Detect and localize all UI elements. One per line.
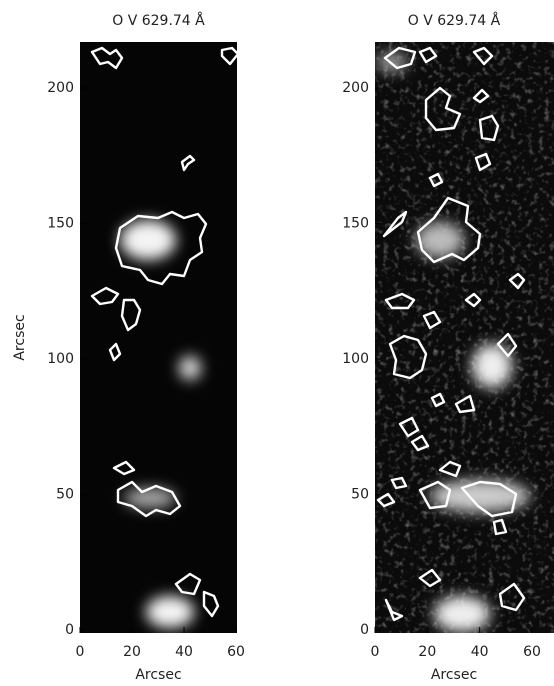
x-tick-label: 20 — [123, 644, 141, 660]
x-tick-label: 0 — [371, 644, 380, 660]
y-axis-label: Arcsec — [12, 314, 28, 360]
y-tick-label: 150 — [47, 216, 74, 232]
x-axis-label: Arcsec — [135, 667, 181, 683]
y-tick-label: 0 — [360, 622, 369, 638]
panel-title: O V 629.74 Å — [408, 12, 501, 29]
x-tick-label: 60 — [227, 644, 245, 660]
x-tick-label: 60 — [523, 644, 541, 660]
y-tick-label: 50 — [56, 487, 74, 503]
y-tick-label: 200 — [47, 80, 74, 96]
figure: O V 629.74 Å Arcsec Arcsec 0 20 40 60 0 50 100 150… — [0, 0, 554, 686]
y-tick-label: 100 — [342, 351, 369, 367]
y-tick-label: 50 — [351, 487, 369, 503]
image-panel — [375, 42, 554, 633]
x-tick-label: 0 — [76, 644, 85, 660]
image-panel — [80, 42, 238, 633]
y-tick-label: 100 — [47, 351, 74, 367]
x-tick-label: 20 — [418, 644, 436, 660]
y-tick-label: 200 — [342, 80, 369, 96]
x-tick-label: 40 — [175, 644, 193, 660]
y-tick-label: 150 — [342, 216, 369, 232]
x-tick-label: 40 — [471, 644, 489, 660]
y-tick-label: 0 — [65, 622, 74, 638]
x-axis-label: Arcsec — [431, 667, 477, 683]
panel-title: O V 629.74 Å — [112, 12, 205, 29]
